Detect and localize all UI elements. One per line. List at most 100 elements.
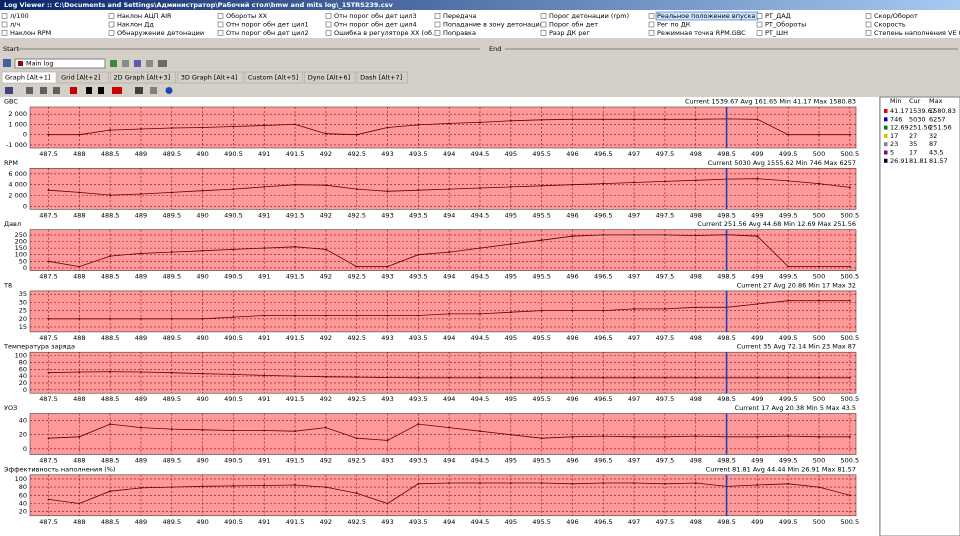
x-tick-label: 496.5 xyxy=(594,211,613,219)
checkbox[interactable] xyxy=(540,13,547,19)
x-tick-label: 500 xyxy=(813,150,825,158)
parameter-label: Обороты ХХ xyxy=(226,12,268,20)
start-label: Start xyxy=(3,45,19,53)
data-point xyxy=(509,243,512,246)
data-point xyxy=(170,371,173,374)
checkbox[interactable] xyxy=(756,13,763,19)
x-tick-label: 493 xyxy=(381,457,393,465)
checkbox[interactable] xyxy=(217,21,224,28)
data-point xyxy=(78,371,81,373)
checkbox[interactable] xyxy=(540,21,547,28)
add-button[interactable] xyxy=(110,60,117,67)
checkbox[interactable] xyxy=(217,30,224,36)
tab-label: Grid [Alt+2] xyxy=(61,74,100,82)
range-slider xyxy=(0,40,960,56)
options-button[interactable] xyxy=(150,87,157,94)
clear-button[interactable] xyxy=(146,60,153,67)
data-point xyxy=(170,127,173,129)
checkbox[interactable] xyxy=(434,13,441,19)
panel-stats: Current 27 Avg 20.86 Min 17 Max 32 xyxy=(737,281,856,289)
tab[interactable] xyxy=(356,71,408,84)
parameter-label: Отн порог обн дет цил2 xyxy=(226,29,309,37)
tab[interactable] xyxy=(244,71,303,84)
x-tick-label: 492.5 xyxy=(347,395,366,403)
tab[interactable] xyxy=(110,71,176,84)
checkbox[interactable] xyxy=(648,30,655,36)
plot-area xyxy=(29,106,857,149)
checkbox[interactable] xyxy=(325,21,332,28)
prev-button[interactable] xyxy=(86,87,92,94)
data-point xyxy=(756,235,759,238)
checkbox[interactable] xyxy=(108,13,115,19)
x-tick-label: 496.5 xyxy=(594,518,613,526)
x-tick-label: 500 xyxy=(813,518,825,526)
tab[interactable] xyxy=(304,71,356,84)
data-point xyxy=(694,435,697,438)
zoom-in-button[interactable] xyxy=(40,87,47,94)
y-tick-label: 100 xyxy=(15,251,27,259)
data-point xyxy=(201,189,204,192)
data-point xyxy=(787,133,790,136)
settings-button[interactable] xyxy=(158,60,167,67)
checkbox[interactable] xyxy=(1,30,8,36)
data-point xyxy=(787,265,790,268)
tab[interactable] xyxy=(1,71,57,84)
checkbox[interactable] xyxy=(1,21,8,28)
x-tick-label: 490.5 xyxy=(224,334,243,342)
x-tick-label: 500 xyxy=(813,395,825,403)
checkbox[interactable] xyxy=(217,13,224,19)
tab[interactable] xyxy=(177,71,244,84)
cut-button[interactable] xyxy=(26,87,33,94)
next-button[interactable] xyxy=(98,87,104,94)
data-point xyxy=(664,482,666,485)
close-button[interactable] xyxy=(70,87,77,94)
checkbox[interactable] xyxy=(648,21,655,28)
x-tick-label: 492.5 xyxy=(347,273,366,281)
panel-stats: Current 35 Avg 72.14 Min 23 Max 87 xyxy=(737,343,856,351)
checkbox[interactable] xyxy=(648,13,655,19)
data-point xyxy=(509,119,512,122)
data-point xyxy=(294,430,296,433)
checkbox[interactable] xyxy=(1,13,8,19)
checkbox[interactable] xyxy=(325,30,332,36)
x-tick-label: 495.5 xyxy=(532,211,551,219)
info-button[interactable] xyxy=(165,87,173,94)
data-point xyxy=(140,252,142,255)
checkbox[interactable] xyxy=(108,21,115,28)
x-tick-label: 497 xyxy=(628,518,640,526)
zoom-out-button[interactable] xyxy=(53,87,60,94)
grid-button[interactable] xyxy=(135,87,143,94)
x-tick-label: 499.5 xyxy=(779,457,798,465)
data-point xyxy=(201,372,204,375)
checkbox[interactable] xyxy=(108,30,115,36)
x-tick-label: 498 xyxy=(690,211,702,219)
data-point xyxy=(294,314,296,317)
color-button[interactable] xyxy=(112,87,122,94)
checkbox[interactable] xyxy=(756,30,763,36)
log-select[interactable] xyxy=(14,58,106,69)
log-icon[interactable] xyxy=(3,59,11,67)
x-tick-label: 495.5 xyxy=(532,518,551,526)
data-point xyxy=(170,486,173,488)
checkbox[interactable] xyxy=(865,21,872,28)
panel-title: УОЗ xyxy=(4,404,17,412)
checkbox[interactable] xyxy=(434,30,441,36)
save-button[interactable] xyxy=(5,87,13,94)
panel-title: GBC xyxy=(4,98,18,106)
checkbox[interactable] xyxy=(865,13,872,19)
data-point xyxy=(602,482,605,484)
checkbox[interactable] xyxy=(325,13,332,19)
tab-label: 2D Graph [Alt+3] xyxy=(114,74,171,82)
chart-button[interactable] xyxy=(134,60,141,67)
data-point xyxy=(633,376,635,379)
checkbox[interactable] xyxy=(434,21,441,28)
checkbox[interactable] xyxy=(865,30,872,36)
x-tick-label: 497 xyxy=(628,334,640,342)
tab[interactable] xyxy=(57,71,109,84)
data-point xyxy=(324,184,327,187)
remove-button[interactable] xyxy=(122,60,129,67)
checkbox[interactable] xyxy=(540,30,547,36)
panel-stats: Current 5030 Avg 1555.62 Min 746 Max 625… xyxy=(708,159,856,167)
x-tick-label: 494.5 xyxy=(471,334,490,342)
checkbox[interactable] xyxy=(756,21,763,28)
